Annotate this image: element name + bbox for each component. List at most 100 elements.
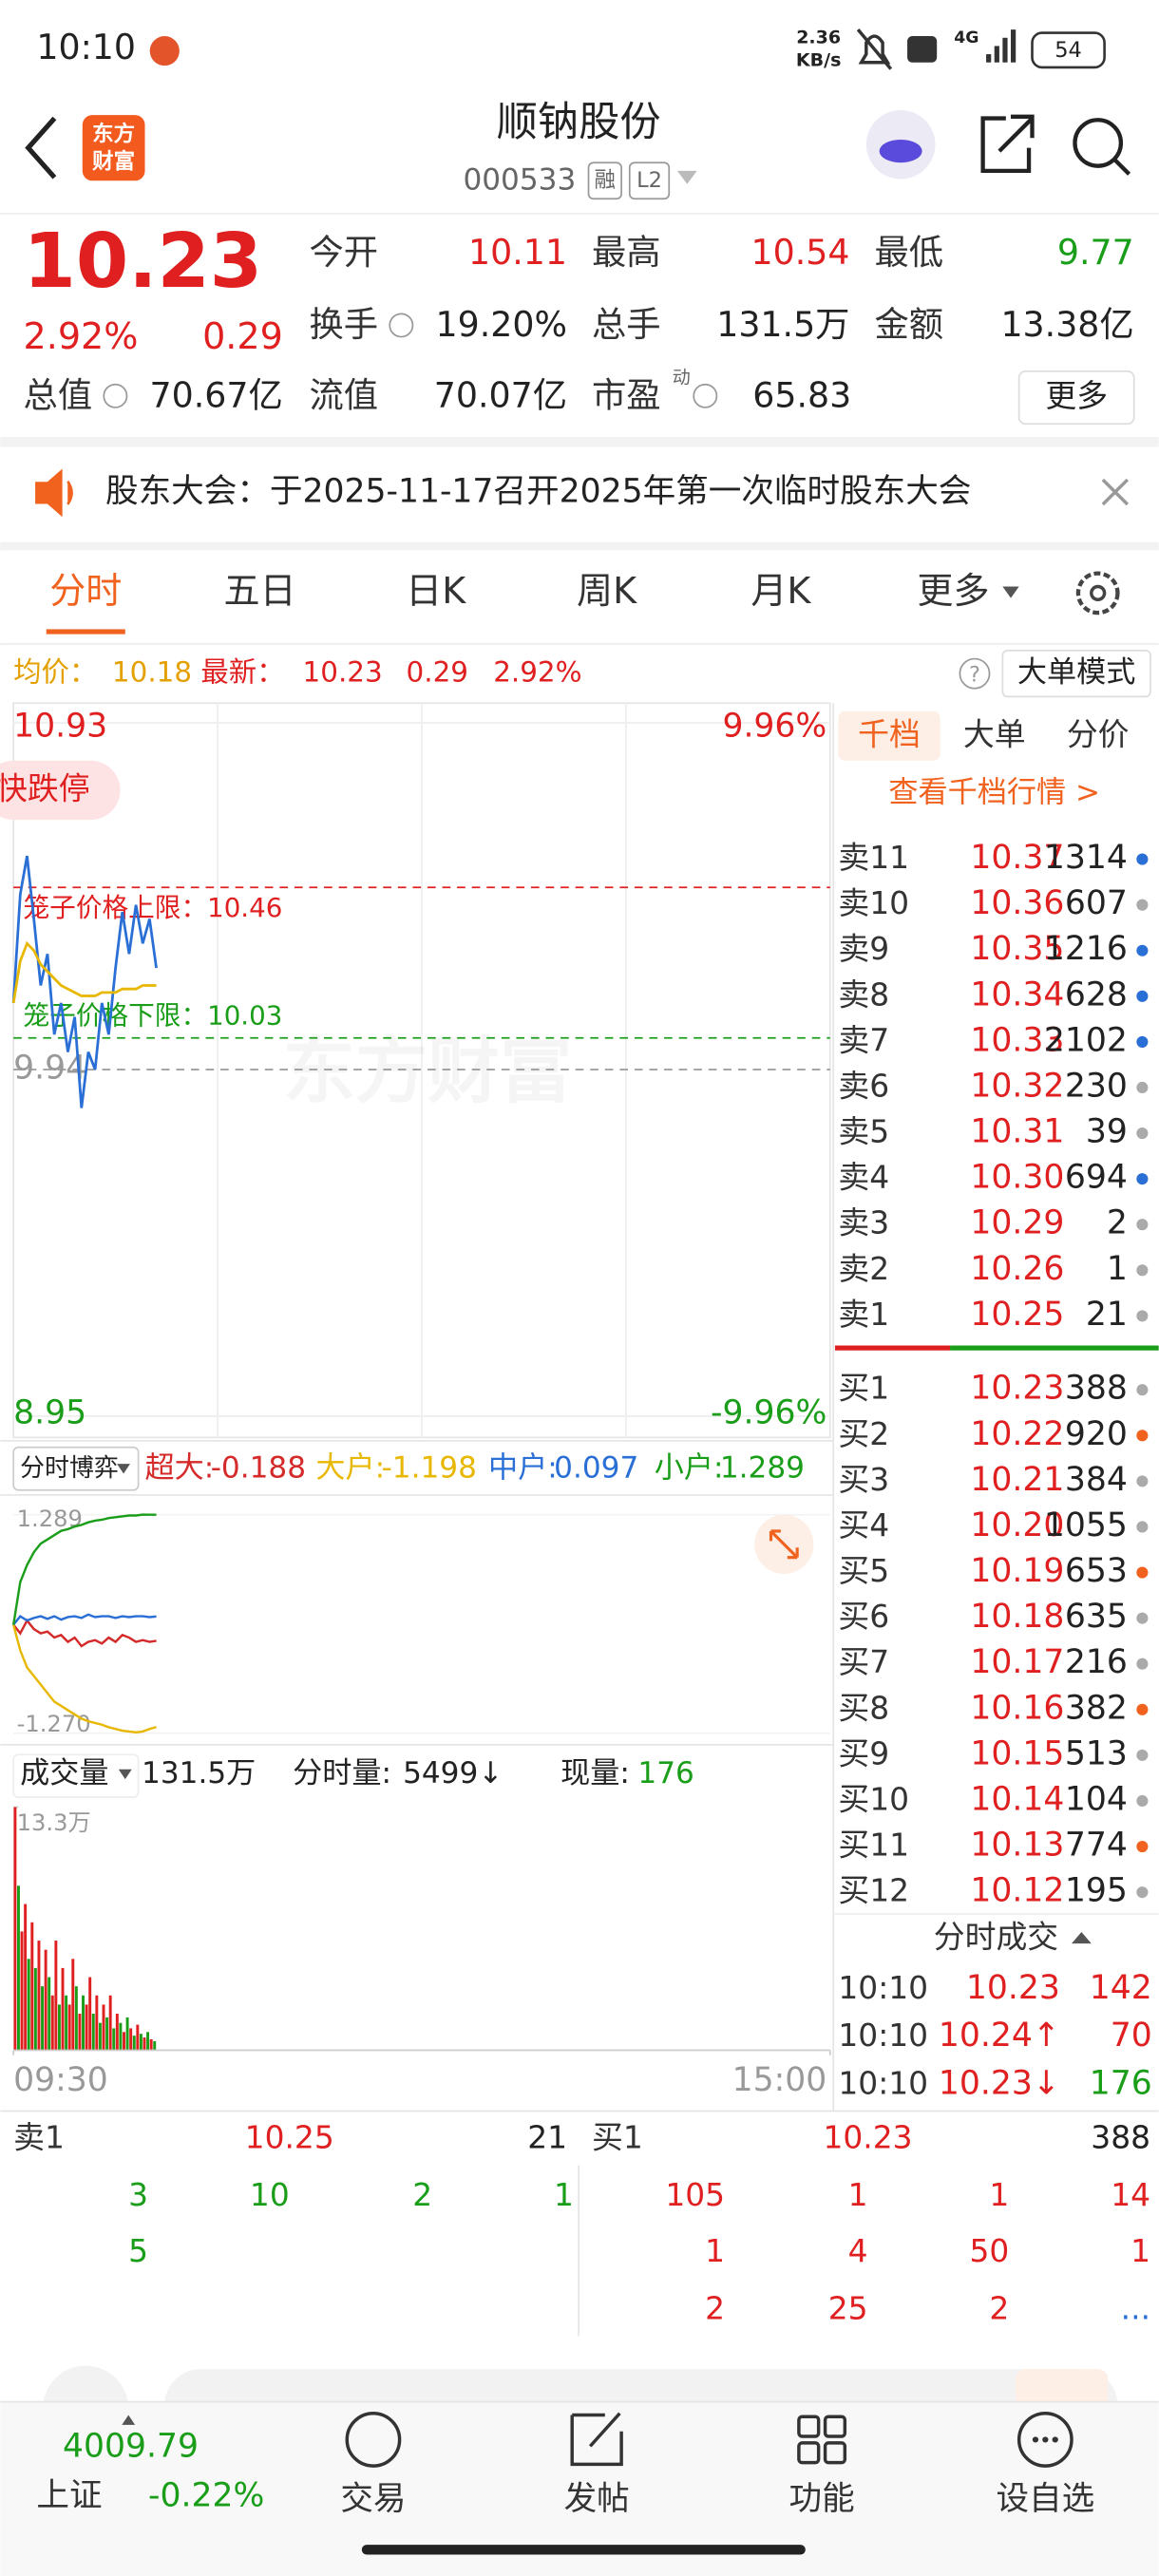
book-link[interactable]: 查看千档行情 > [888,775,1100,809]
level-dot [1136,1475,1149,1487]
net-speed-unit: KB/s [796,49,842,70]
level-label: 买6 [838,1598,889,1635]
level-volume: 1055 [1044,1506,1128,1544]
nav-icon [823,2415,847,2438]
queued-order: 2 [412,2176,432,2213]
level-price: 10.37 [970,839,1064,877]
level-label: 卖7 [838,1021,889,1058]
volume-bar [37,1941,41,2051]
dropdown-icon [118,1769,132,1780]
level-volume: 1216 [1044,930,1128,968]
volume-bar [88,1977,92,2051]
level-dot [1136,1384,1149,1396]
volume-bar [91,2014,95,2051]
dropdown-icon[interactable] [676,170,697,184]
tab[interactable]: 更多 [917,570,989,612]
nav-item[interactable]: 功能 [789,2480,855,2518]
selector[interactable] [12,1446,140,1491]
tab[interactable]: 月K [750,570,811,612]
level-volume: 230 [1065,1067,1128,1105]
tab-active-bg [838,710,940,761]
queued-order: 2 [989,2289,1009,2326]
queued-order: 14 [1111,2176,1150,2213]
level-label: 卖3 [838,1204,889,1241]
notification-icon [149,36,180,66]
queued-order: 2 [705,2289,725,2326]
series-line [11,940,157,1004]
nav-item[interactable]: 发帖 [564,2480,630,2518]
mode-button-label[interactable]: 大单模式 [1017,655,1136,690]
back-button[interactable] [25,116,57,180]
tab[interactable]: 五日 [224,570,296,612]
legend-name: 超大: [145,1450,215,1485]
volume-bar [50,1995,54,2051]
trades-title[interactable]: 分时成交 [934,1918,1058,1955]
trade-volume: 70 [1111,2017,1152,2055]
nav-item[interactable]: 设自选 [996,2480,1094,2518]
level-dot [1136,1749,1149,1761]
legend-name: 大户: [315,1450,385,1485]
more-button[interactable] [1017,370,1135,426]
queued-order: 1 [848,2176,868,2213]
level-volume: 774 [1065,1827,1128,1865]
nav-icon-dot [1052,2436,1058,2443]
mode-button[interactable] [1001,650,1151,698]
tab[interactable]: 日K [406,570,466,612]
series-line [11,1513,157,1625]
more-button-label[interactable]: 更多 [1045,377,1108,414]
tab[interactable]: 分时 [49,570,122,612]
share-button[interactable] [980,114,1035,174]
y2-tick-label: -9.96% [711,1394,826,1432]
volume-bar [115,2014,119,2051]
field-label: 总手 [592,304,661,345]
level-volume: 513 [1065,1734,1128,1772]
price-cap-label: 笼子价格下限：10.03 [24,999,283,1031]
selector[interactable] [12,1753,140,1799]
field-label: 市盈 [592,375,661,416]
settings-button[interactable] [1075,571,1120,616]
logo-text: 财富 [92,149,135,175]
level-price: 10.17 [970,1643,1064,1681]
nav-item[interactable]: 交易 [340,2480,406,2518]
volume-bar [54,1941,58,2051]
queued-order: 1 [989,2176,1009,2213]
help-icon[interactable] [959,657,991,690]
trade-price: 10.24↑ [939,2017,1060,2055]
level-dot [1136,1841,1149,1853]
volume-bar [16,1885,20,2051]
level-volume: 216 [1065,1643,1128,1681]
volume-bar [20,1931,24,2051]
queued-order: 4 [848,2232,868,2269]
panel-title[interactable]: 分时博弈 [20,1454,119,1483]
badge-text: L2 [636,168,662,193]
field-value: 131.5万 [716,304,849,345]
level-label: 卖9 [838,930,889,967]
level-label: 卖5 [838,1113,889,1150]
legend-value: 1.289 [720,1450,805,1485]
book-tab[interactable]: 千档 [858,715,921,752]
book-tab[interactable]: 大单 [963,715,1026,752]
depth-volume: 388 [1091,2118,1150,2155]
book-tab[interactable]: 分价 [1067,715,1130,752]
tab[interactable]: 周K [577,570,637,612]
queued-order: 1 [554,2176,574,2213]
volume-bar [71,1959,75,2051]
notice-text[interactable]: 股东大会：于2025-11-17召开2025年第一次临时股东大会 [105,472,971,510]
panel-title[interactable]: 成交量 [20,1756,108,1790]
search-button[interactable] [1073,118,1124,168]
level-price: 10.14 [970,1780,1064,1818]
level-volume: 628 [1065,975,1128,1013]
volume-bar [142,2037,146,2051]
queued-order: 5 [128,2232,148,2269]
level-dot [1136,990,1149,1002]
level-price: 10.22 [970,1415,1064,1453]
level-volume: 653 [1065,1552,1128,1590]
index-value[interactable]: 4009.79 [63,2428,199,2466]
level-price: 10.25 [970,1296,1064,1334]
trade-volume: 142 [1090,1969,1152,2007]
y-tick-label: 10.93 [13,708,107,746]
spread-bar-green [950,1345,1159,1351]
field-label: 换手 [309,304,378,345]
close-button[interactable] [1101,478,1130,506]
volume-bar [98,2022,102,2051]
